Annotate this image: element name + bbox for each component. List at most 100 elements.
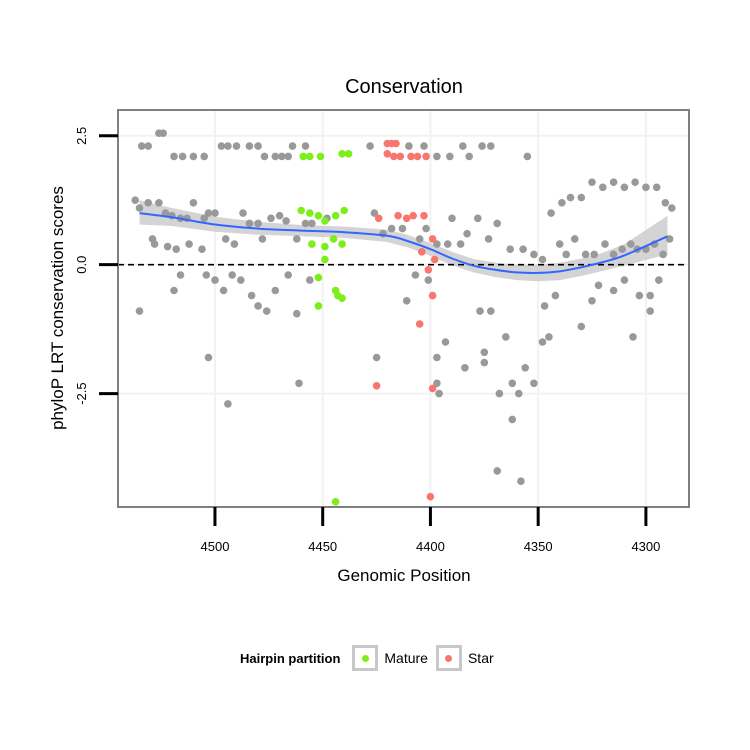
point-other (405, 142, 413, 150)
point-other (137, 142, 146, 150)
point-star (407, 152, 415, 161)
point-other (189, 152, 198, 161)
point-other (558, 199, 566, 207)
point-other (202, 271, 211, 279)
point-other (474, 214, 482, 223)
mature-dot-icon (361, 654, 369, 662)
point-other (176, 271, 185, 279)
point-other (493, 219, 502, 228)
point-star (402, 214, 411, 223)
point-other (493, 467, 502, 475)
point-other (398, 224, 407, 233)
point-mature (338, 150, 346, 158)
point-other (502, 333, 510, 341)
point-other (646, 291, 654, 300)
point-mature (297, 206, 306, 215)
point-mature (314, 273, 323, 282)
point-other (433, 240, 441, 248)
chart-title: Conservation (345, 76, 463, 98)
point-other (523, 152, 532, 161)
point-other (577, 193, 586, 202)
point-other (254, 142, 262, 150)
point-other (547, 209, 555, 217)
point-other (308, 219, 316, 228)
point-other (217, 142, 226, 150)
point-mature (314, 302, 323, 310)
point-other (247, 291, 256, 300)
legend-title: Hairpin partition (240, 650, 341, 666)
point-other (459, 142, 467, 150)
point-other (306, 276, 314, 284)
point-other (170, 286, 178, 295)
point-other (519, 245, 527, 253)
point-other (185, 240, 193, 248)
point-star (390, 152, 398, 161)
point-other (200, 152, 208, 161)
point-other (422, 224, 430, 233)
point-other (189, 199, 198, 207)
point-mature (321, 255, 329, 264)
point-other (456, 240, 465, 248)
star-dot-icon (445, 654, 453, 662)
point-other (232, 142, 241, 150)
point-other (530, 379, 538, 388)
point-star (383, 150, 392, 158)
point-other (163, 242, 172, 251)
point-other (562, 250, 570, 259)
point-other (620, 183, 629, 192)
point-other (275, 211, 284, 220)
point-other (245, 219, 254, 228)
point-other (237, 276, 245, 284)
x-axis-label: Genomic Position (337, 566, 470, 585)
point-other (655, 276, 663, 284)
point-other (278, 152, 286, 161)
point-other (435, 389, 443, 398)
point-mature (331, 498, 340, 506)
point-star (392, 139, 400, 148)
point-star (422, 152, 430, 161)
point-mature (308, 240, 316, 248)
point-other (571, 235, 579, 243)
point-other (420, 142, 428, 150)
point-other (211, 276, 219, 284)
point-other (370, 209, 379, 217)
legend: Hairpin partition Mature Star (240, 642, 502, 674)
point-mature (316, 152, 325, 161)
point-other (635, 291, 644, 300)
point-other (465, 152, 474, 161)
point-mature (331, 211, 340, 220)
point-other (254, 219, 262, 228)
point-other (515, 389, 523, 398)
point-other (478, 142, 486, 150)
point-other (441, 338, 450, 346)
point-other (627, 240, 635, 248)
point-other (551, 291, 560, 300)
point-other (172, 245, 180, 253)
point-other (581, 250, 590, 259)
point-star (372, 382, 381, 390)
point-other (508, 379, 517, 388)
point-other (387, 224, 396, 233)
point-mature (321, 217, 329, 225)
point-other (301, 219, 310, 228)
point-other (198, 245, 206, 253)
point-mature (338, 240, 346, 248)
point-other (609, 250, 618, 259)
x-tick-label: 4400 (416, 539, 445, 554)
point-mature (329, 235, 338, 243)
x-axis: 4500 4450 4400 4350 4300 (201, 507, 660, 554)
point-other (135, 204, 144, 212)
point-star (420, 211, 428, 220)
point-star (428, 384, 437, 393)
point-star (418, 248, 426, 256)
point-other (538, 255, 547, 264)
point-star (428, 235, 437, 243)
legend-key-star (435, 645, 462, 671)
point-other (609, 178, 618, 186)
point-mature (306, 209, 314, 217)
point-other (588, 297, 596, 305)
point-mature (306, 152, 314, 161)
point-other (433, 152, 441, 161)
point-other (661, 199, 670, 207)
